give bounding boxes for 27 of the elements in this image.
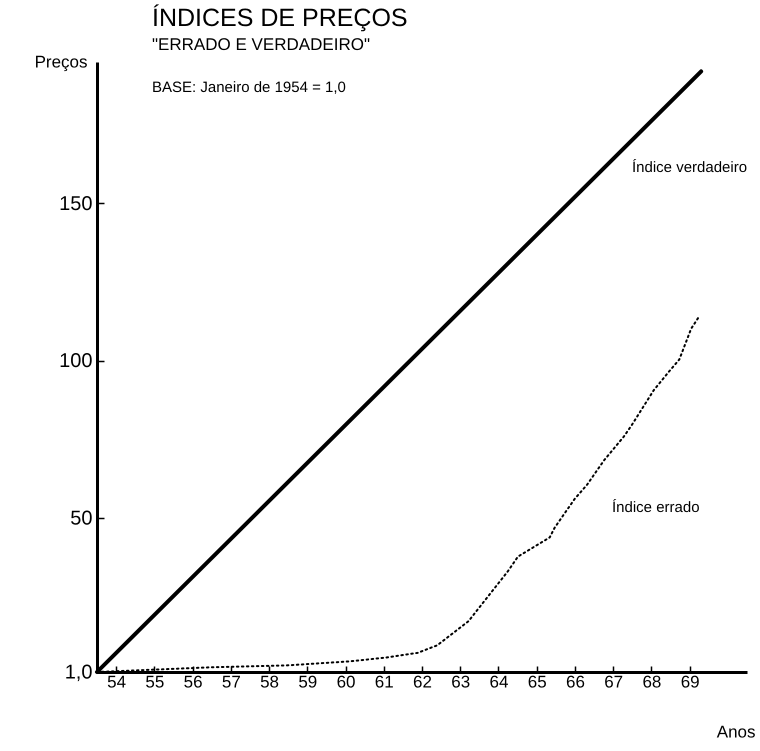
x-tick-label: 60 bbox=[336, 672, 356, 692]
x-tick-label: 67 bbox=[604, 672, 624, 692]
y-tick-label: 50 bbox=[70, 507, 92, 530]
x-tick-label: 55 bbox=[145, 672, 164, 692]
x-tick-label: 65 bbox=[528, 672, 547, 692]
chart-title: ÍNDICES DE PREÇOS bbox=[152, 4, 408, 32]
x-tick-label: 58 bbox=[260, 672, 280, 692]
x-tick-label: 57 bbox=[222, 672, 241, 692]
x-tick-label: 64 bbox=[490, 672, 508, 692]
x-tick-label: 56 bbox=[184, 672, 203, 692]
x-tick-label: 68 bbox=[642, 672, 662, 692]
x-tick-label: 66 bbox=[566, 672, 585, 692]
x-tick-label: 62 bbox=[413, 672, 432, 692]
y-tick-label: 150 bbox=[59, 192, 92, 215]
y-axis-title: Preços bbox=[34, 52, 88, 72]
series-label: Índice errado bbox=[612, 498, 700, 516]
x-tick-label: 59 bbox=[298, 672, 318, 692]
x-tick-label: 63 bbox=[451, 672, 470, 692]
x-tick-label: 61 bbox=[374, 672, 394, 692]
y-tick-label: 1,0 bbox=[64, 662, 92, 684]
x-axis-title: Anos bbox=[716, 722, 756, 742]
y-tick-label: 100 bbox=[59, 350, 92, 372]
x-tick-label: 54 bbox=[107, 672, 126, 692]
series-label: Índice verdadeiro bbox=[632, 158, 748, 176]
x-tick-label: 69 bbox=[680, 672, 700, 692]
chart-subtitle: "ERRADO E VERDADEIRO" bbox=[152, 35, 370, 54]
annotation: BASE: Janeiro de 1954 = 1,0 bbox=[152, 79, 346, 96]
